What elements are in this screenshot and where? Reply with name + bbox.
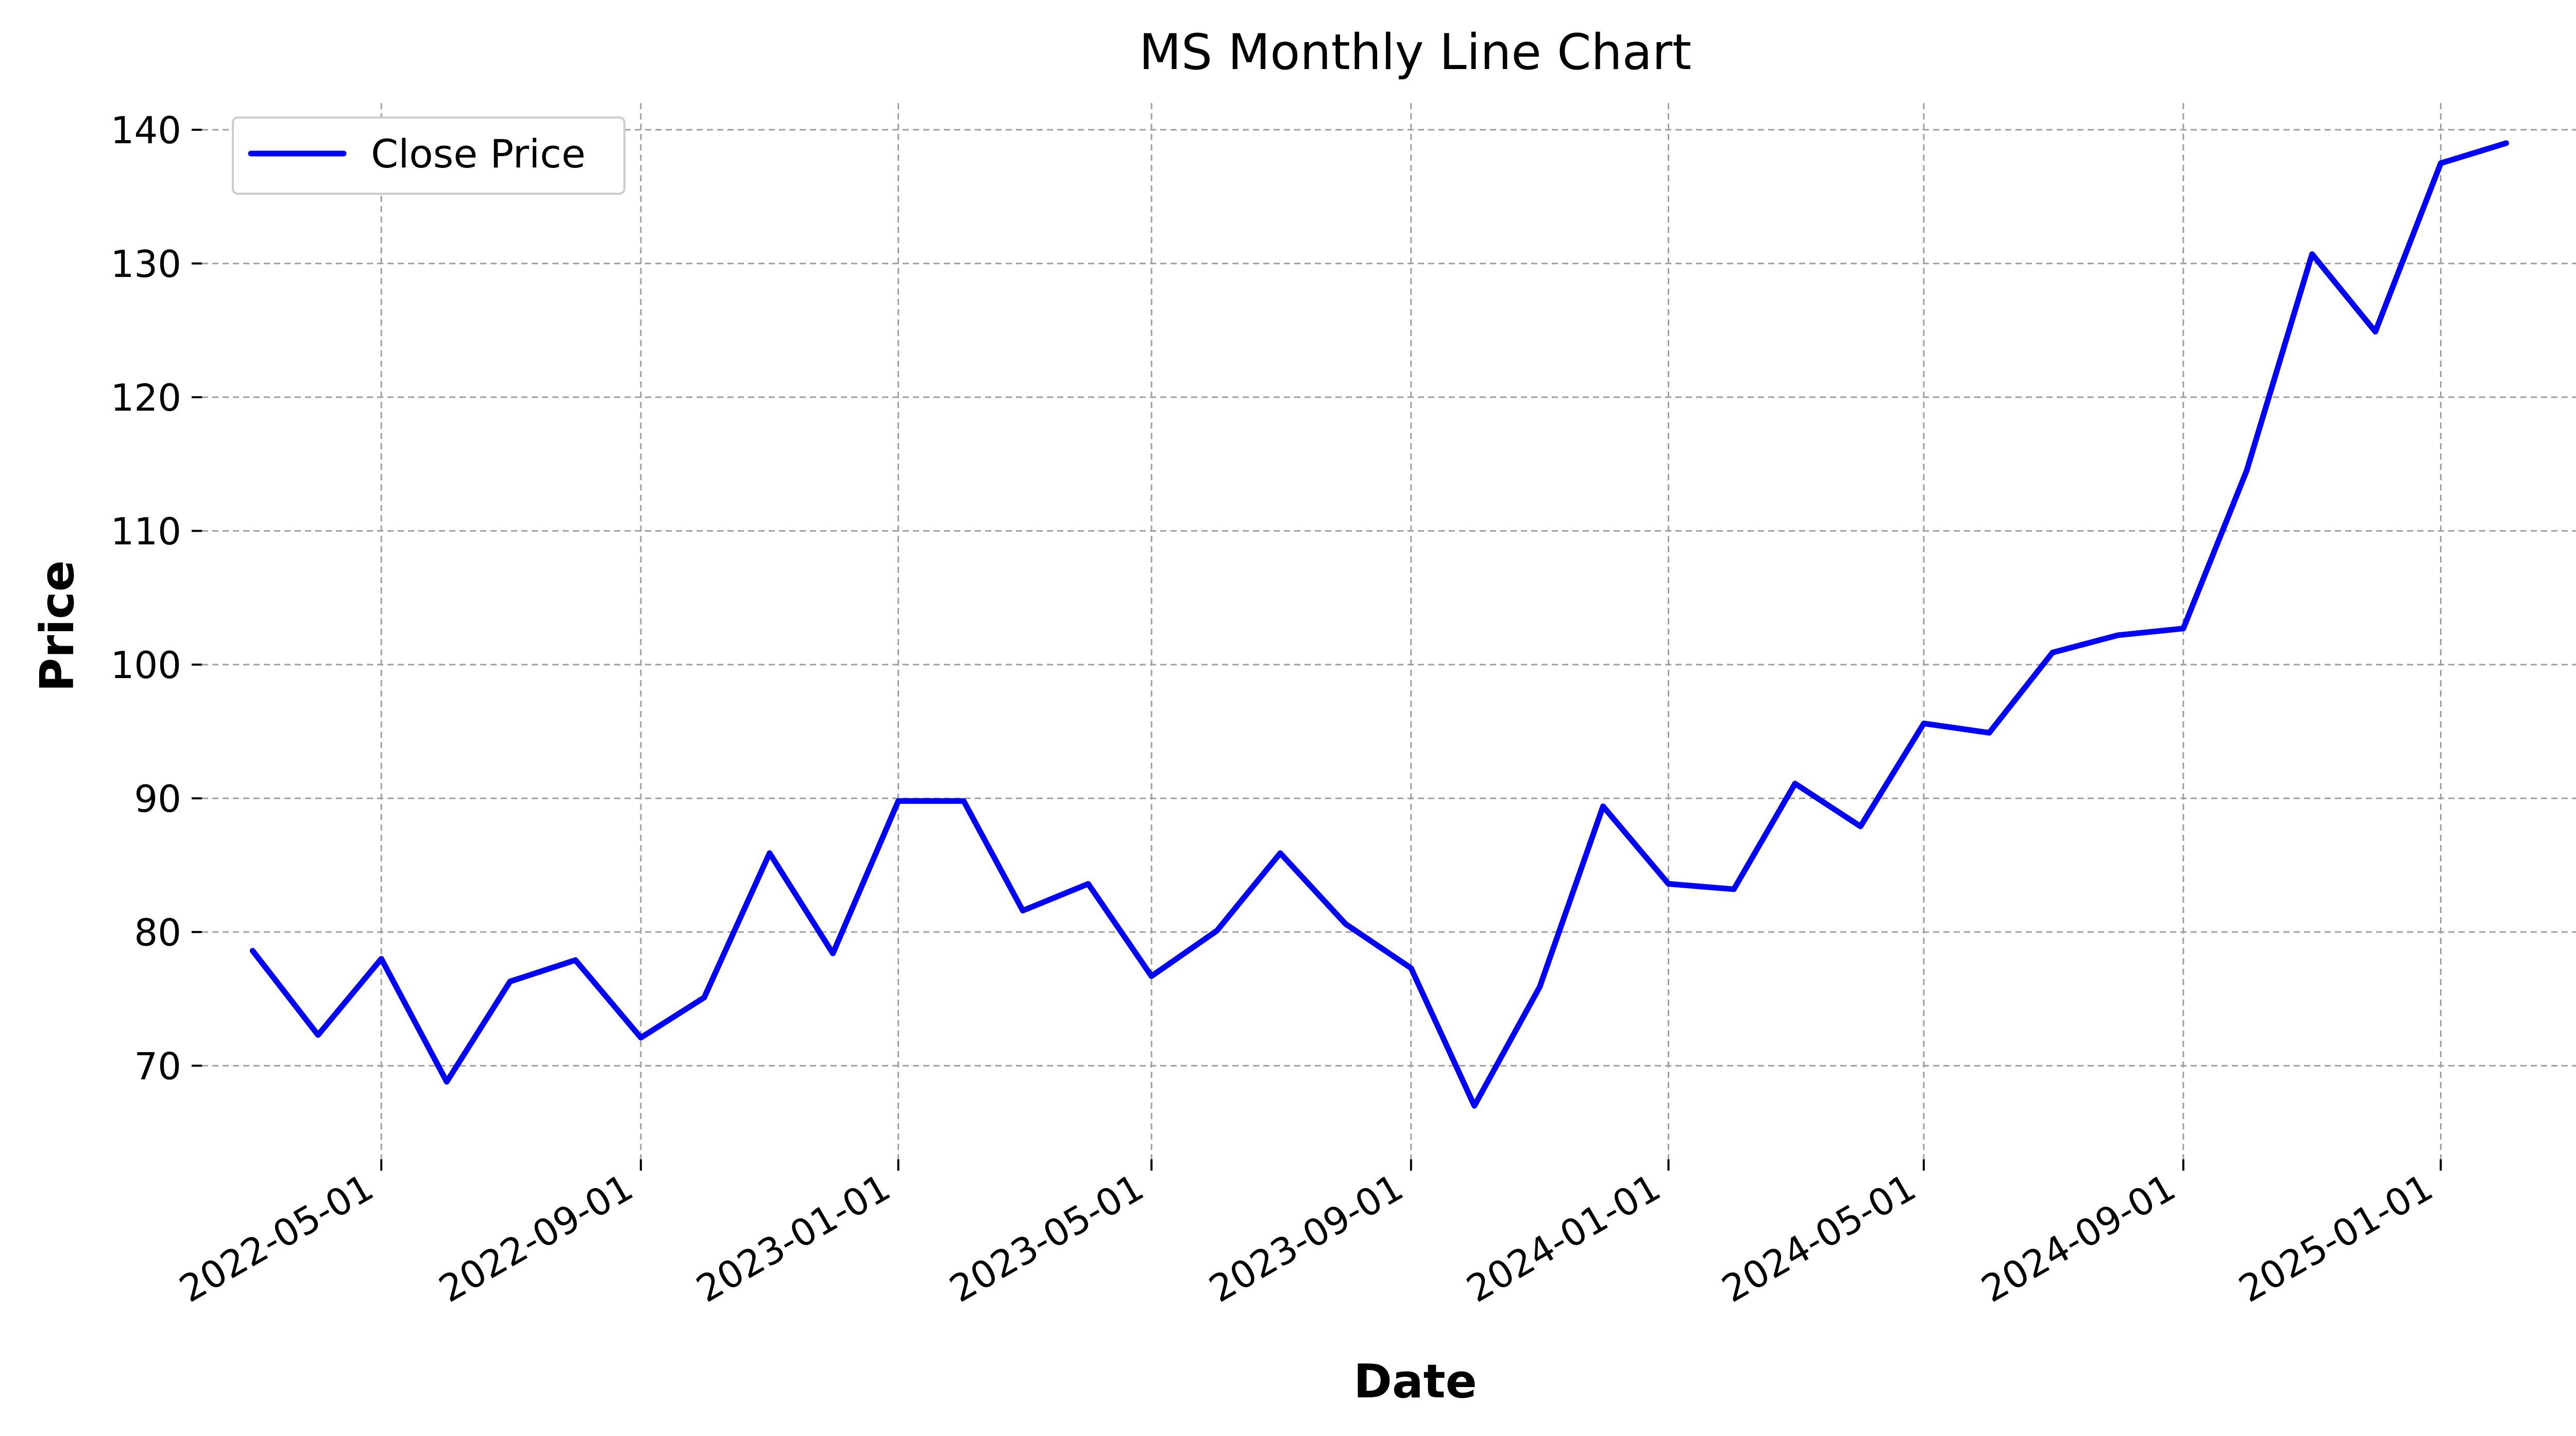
x-tick-label: 2024-01-01 [1460, 1165, 1668, 1311]
x-tick-label: 2022-05-01 [172, 1165, 380, 1311]
chart-title: MS Monthly Line Chart [1139, 24, 1691, 81]
x-tick-label: 2023-05-01 [942, 1165, 1150, 1311]
y-tick-label: 110 [111, 510, 181, 553]
legend: Close Price [232, 116, 625, 195]
legend-label-close-price: Close Price [371, 131, 586, 177]
x-axis-tick-labels: 2022-05-01 2022-09-01 2023-01-01 2023-05-01… [172, 1165, 2440, 1311]
y-tick-label: 130 [111, 242, 181, 285]
x-tick-label: 2022-09-01 [432, 1165, 640, 1311]
y-tick-label: 100 [111, 644, 181, 687]
close-price-line [249, 140, 2509, 1109]
y-axis-tick-labels: 70 80 90 100 110 120 130 140 [111, 109, 181, 1088]
x-tick-label: 2024-09-01 [1974, 1165, 2182, 1311]
y-axis-label: Price [30, 560, 84, 692]
y-tick-label: 90 [134, 777, 181, 820]
y-tick-label: 80 [134, 911, 181, 954]
legend-box [232, 116, 625, 195]
y-tick-label: 140 [111, 109, 181, 152]
y-tick-label: 70 [134, 1044, 181, 1088]
grid [202, 103, 2576, 1159]
x-tick-label: 2023-01-01 [689, 1165, 897, 1311]
x-tick-label: 2025-01-01 [2232, 1165, 2440, 1311]
axis-ticks [192, 128, 2442, 1171]
x-tick-label: 2023-09-01 [1202, 1165, 1410, 1311]
y-tick-label: 120 [111, 376, 181, 419]
x-tick-label: 2024-05-01 [1715, 1165, 1923, 1311]
x-axis-label: Date [1353, 1355, 1477, 1409]
